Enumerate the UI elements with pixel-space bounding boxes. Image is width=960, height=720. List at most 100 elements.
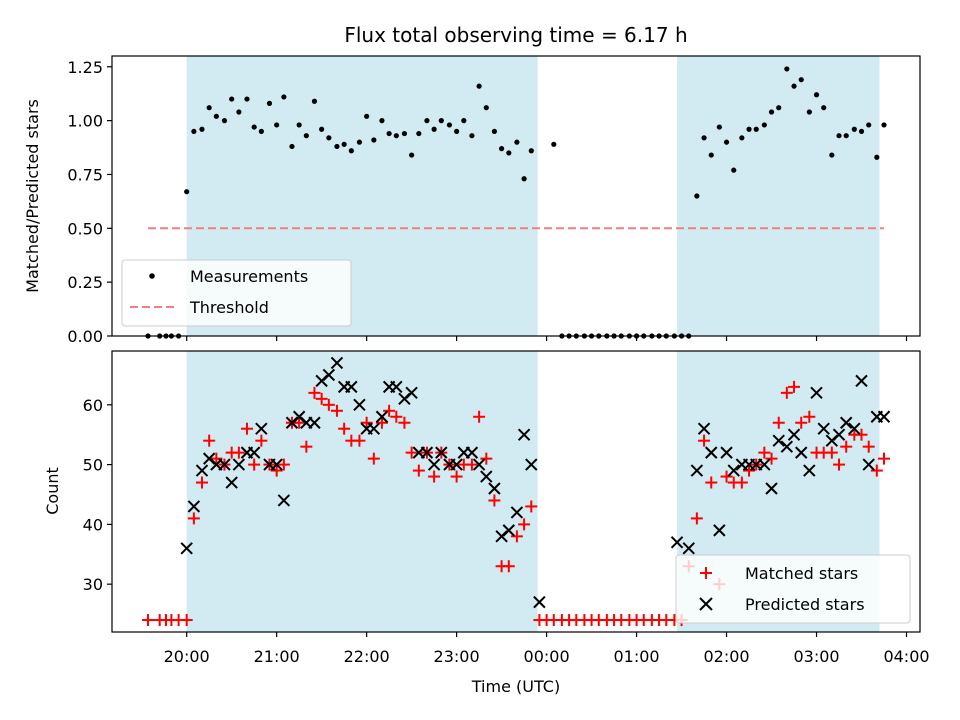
- x-tick-label: 04:00: [883, 647, 929, 666]
- matched-star-point: [833, 458, 846, 471]
- measurement-point: [836, 133, 842, 139]
- measurement-point: [258, 128, 264, 134]
- matched-star-point: [803, 410, 816, 423]
- matched-star-point: [720, 470, 733, 483]
- measurement-point: [723, 139, 730, 145]
- measurement-point: [874, 154, 880, 160]
- matched-star-point: [765, 452, 778, 465]
- predicted-star-point: [848, 422, 861, 435]
- matched-star-point: [277, 458, 290, 471]
- matched-star-point: [772, 416, 785, 429]
- measurement-point: [483, 105, 489, 111]
- bottom-y-tick-label: 40: [83, 515, 103, 534]
- legend-marker-measurements: [149, 273, 155, 279]
- matched-star-point: [855, 428, 868, 441]
- predicted-star-point: [255, 422, 268, 435]
- matched-star-point: [338, 422, 351, 435]
- measurement-point: [476, 83, 482, 89]
- matched-star-point: [210, 452, 223, 465]
- predicted-star-point: [488, 482, 501, 495]
- matched-star-point: [465, 458, 478, 471]
- measurement-point: [731, 167, 737, 173]
- predicted-star-point: [682, 542, 695, 555]
- predicted-star-point: [780, 440, 794, 453]
- measurement-point: [266, 100, 273, 106]
- measurement-point: [371, 137, 377, 143]
- predicted-star-point: [345, 380, 358, 394]
- predicted-star-point: [195, 464, 209, 477]
- legend-label-predicted: Predicted stars: [745, 595, 865, 614]
- predicted-star-point: [180, 542, 193, 555]
- bottom-y-axis-label: Count: [43, 467, 62, 515]
- matched-star-point: [840, 440, 853, 453]
- matched-star-point: [375, 416, 388, 429]
- measurement-point: [229, 96, 235, 102]
- legend-marker-matched: [700, 567, 712, 579]
- measurement-point: [334, 143, 340, 150]
- measurement-point: [416, 130, 422, 137]
- matched-star-point: [383, 404, 396, 417]
- measurement-point: [821, 105, 827, 111]
- predicted-star-point: [450, 458, 463, 471]
- matched-star-point: [195, 476, 208, 489]
- matched-star-point: [412, 464, 425, 477]
- predicted-star-point: [405, 386, 418, 400]
- predicted-star-point: [277, 494, 291, 507]
- predicted-star-point: [840, 416, 853, 429]
- measurement-point: [806, 109, 812, 115]
- matched-star-point: [398, 416, 411, 429]
- chart-title: Flux total observing time = 6.17 h: [344, 23, 687, 47]
- measurement-point: [551, 141, 557, 147]
- predicted-star-point: [533, 595, 546, 609]
- measurement-point: [506, 150, 512, 156]
- matched-star-point: [743, 464, 756, 477]
- matched-star-point: [141, 614, 154, 627]
- top-shaded-interval-1: [677, 56, 880, 336]
- measurement-point: [761, 122, 767, 128]
- measurement-point: [401, 130, 408, 137]
- measurement-point: [753, 126, 759, 132]
- matched-star-point: [450, 470, 463, 483]
- predicted-star-point: [232, 458, 246, 471]
- x-tick-label: 20:00: [164, 647, 210, 666]
- measurement-point: [319, 126, 325, 132]
- matched-star-point: [180, 614, 193, 627]
- bottom-x-ticks: 20:00 21:00 22:00 23:00 00:00 01:00 02:00 03:00…: [164, 632, 930, 666]
- matched-star-point: [705, 476, 718, 489]
- measurement-point: [206, 105, 212, 111]
- top-y-axis-label: Matched/Predicted stars: [23, 99, 42, 293]
- top-y-tick-label: 1.00: [67, 112, 103, 131]
- matched-star-point: [735, 476, 748, 489]
- predicted-star-point: [480, 470, 493, 483]
- measurement-point: [528, 148, 534, 154]
- matched-star-point: [428, 470, 441, 483]
- matched-star-point: [795, 416, 808, 429]
- measurement-point: [446, 122, 453, 128]
- matched-star-point: [518, 518, 531, 531]
- matched-star-point: [405, 446, 418, 459]
- x-tick-label: 00:00: [524, 647, 570, 666]
- measurement-point: [499, 146, 505, 152]
- measurement-point: [514, 139, 520, 145]
- predicted-star-point: [795, 446, 808, 459]
- predicted-star-point: [367, 422, 381, 435]
- legend-label-threshold: Threshold: [189, 298, 269, 317]
- matched-star-point: [870, 464, 883, 477]
- x-tick-label: 22:00: [344, 647, 390, 666]
- measurement-point: [386, 130, 392, 137]
- matched-star-point: [780, 386, 793, 399]
- predicted-star-point: [465, 446, 479, 459]
- measurement-point: [798, 77, 804, 83]
- measurement-point: [694, 193, 700, 199]
- predicted-star-point: [877, 410, 891, 423]
- measurement-point: [274, 122, 280, 128]
- predicted-star-point: [525, 458, 538, 471]
- predicted-star-point: [353, 398, 366, 412]
- measurement-point: [784, 66, 790, 72]
- matched-star-point: [330, 404, 343, 417]
- measurement-point: [221, 118, 228, 124]
- measurement-point: [281, 94, 287, 100]
- predicted-star-point: [225, 476, 238, 489]
- measurement-point: [708, 152, 714, 158]
